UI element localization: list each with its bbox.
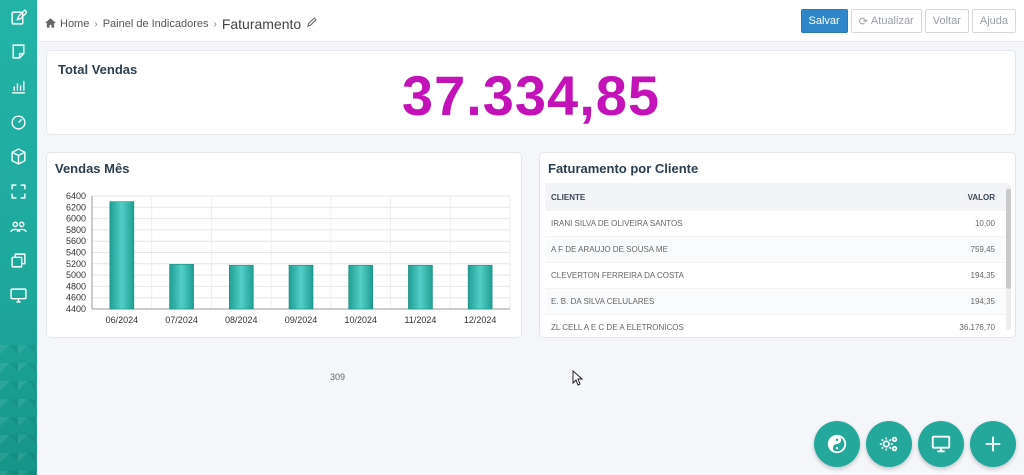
x-tick-label: 10/2024 (344, 315, 377, 325)
x-tick-label: 12/2024 (464, 315, 497, 325)
breadcrumb-painel[interactable]: Painel de Indicadores (102, 18, 209, 30)
monitor-icon[interactable] (10, 287, 27, 304)
revenue-table: CLIENTE VALOR IRANI SILVA DE OLIVEIRA SA… (545, 183, 1009, 341)
table-scrollbar[interactable] (1006, 185, 1011, 330)
cell-valor: 10,00 (974, 219, 995, 228)
breadcrumb-current: Faturamento (221, 16, 302, 32)
add-button[interactable] (970, 421, 1016, 467)
x-tick-label: 08/2024 (225, 315, 258, 325)
back-button[interactable]: Voltar (924, 9, 969, 33)
monitor-icon (931, 435, 951, 453)
column-header-cliente[interactable]: CLIENTE (551, 192, 586, 202)
breadcrumb: Home › Painel de Indicadores › Faturamen… (45, 16, 317, 32)
dashboard-icon[interactable] (10, 113, 27, 130)
total-sales-title: Total Vendas (58, 62, 138, 77)
chart-bar (109, 201, 135, 310)
cell-cliente: IRANI SILVA DE OLIVEIRA SANTOS (551, 219, 683, 228)
x-tick-label: 07/2024 (165, 315, 198, 325)
y-tick-label: 6000 (66, 214, 86, 224)
cell-cliente: A F DE ARAUJO DE SOUSA ME (551, 245, 668, 254)
revenue-by-client-title: Faturamento por Cliente (548, 161, 699, 176)
note-icon[interactable] (10, 43, 27, 60)
settings-gears-icon (879, 436, 898, 452)
refresh-icon: ⟳ (858, 15, 868, 28)
chart-bar (408, 264, 433, 310)
revenue-by-client-card: Faturamento por Cliente CLIENTE VALOR IR… (539, 152, 1016, 341)
layers-icon[interactable] (10, 252, 27, 269)
total-sales-card: Total Vendas 37.334,85 (46, 50, 1016, 135)
chevron-right-icon: › (213, 18, 217, 30)
x-tick-label: 11/2024 (404, 315, 436, 325)
cell-valor: 36.176,70 (959, 323, 995, 332)
table-row[interactable]: CLEVERTON FERREIRA DA COSTA 194,35 (545, 263, 1009, 289)
settings-button[interactable] (866, 421, 912, 467)
chart-bar (348, 264, 374, 310)
bar-chart-icon[interactable] (10, 78, 27, 95)
edit-icon[interactable] (10, 9, 28, 26)
plus-icon (985, 436, 1001, 452)
chart-bar (169, 264, 194, 310)
x-tick-label: 06/2024 (106, 315, 139, 325)
x-tick-label: 09/2024 (285, 315, 318, 325)
y-tick-label: 6400 (66, 191, 86, 201)
breadcrumb-home[interactable]: Home (60, 18, 90, 30)
cube-icon[interactable] (10, 148, 27, 165)
table-row[interactable]: E. B. DA SILVA CELULARES 194,35 (545, 289, 1009, 315)
top-bar: Home › Painel de Indicadores › Faturamen… (37, 0, 1024, 42)
table-row[interactable]: A F DE ARAUJO DE SOUSA ME 759,45 (545, 237, 1009, 263)
sidebar-pattern (0, 345, 37, 475)
y-tick-label: 5200 (66, 259, 86, 269)
chart-bar (467, 264, 493, 310)
y-tick-label: 4400 (66, 304, 86, 314)
mouse-cursor-icon (572, 369, 584, 391)
cell-valor: 194,35 (970, 297, 995, 306)
y-tick-label: 5000 (66, 270, 86, 280)
cell-cliente: ZL CELL A E C DE A ELETRONICOS (551, 323, 684, 332)
y-tick-label: 4600 (66, 293, 86, 303)
table-header: CLIENTE VALOR (545, 183, 1009, 211)
chart-bar (228, 264, 254, 310)
cell-valor: 194,35 (970, 271, 995, 280)
y-tick-label: 4800 (66, 281, 86, 291)
table-row[interactable]: IRANI SILVA DE OLIVEIRA SANTOS 10,00 (545, 211, 1009, 237)
y-tick-label: 6200 (66, 202, 86, 212)
footer-number: 309 (330, 372, 346, 382)
total-sales-value: 37.334,85 (401, 64, 661, 127)
save-button[interactable]: Salvar (800, 9, 848, 33)
monthly-sales-card: Vendas Mês 4400 4600 4800 5000 5200 5400 5600 5… (46, 152, 522, 338)
monthly-sales-title: Vendas Mês (55, 161, 130, 176)
sidebar (0, 0, 37, 475)
table-row[interactable]: ZL CELL A E C DE A ELETRONICOS 36.176,70 (545, 315, 1009, 341)
group-icon[interactable] (10, 218, 27, 235)
y-tick-label: 5400 (66, 248, 86, 258)
cell-valor: 759,45 (970, 245, 995, 254)
cell-cliente: CLEVERTON FERREIRA DA COSTA (551, 271, 684, 280)
table-body: IRANI SILVA DE OLIVEIRA SANTOS 10,00 A F… (545, 211, 1009, 341)
y-tick-label: 5600 (66, 236, 86, 246)
chart-bar (288, 264, 314, 310)
cell-cliente: E. B. DA SILVA CELULARES (551, 297, 655, 306)
monitor-button[interactable] (918, 421, 964, 467)
help-button[interactable]: Ajuda (971, 9, 1016, 33)
y-tick-label: 5800 (66, 225, 86, 235)
expand-icon[interactable] (10, 183, 27, 200)
refresh-button[interactable]: ⟳ Atualizar (850, 9, 922, 33)
yin-yang-button[interactable] (814, 421, 860, 467)
scrollbar-thumb[interactable] (1006, 189, 1011, 289)
chevron-right-icon: › (94, 18, 98, 30)
refresh-label: Atualizar (870, 15, 914, 27)
yin-yang-icon (827, 434, 847, 454)
toolbar: Salvar ⟳ Atualizar Voltar Ajuda (800, 9, 1016, 33)
home-icon[interactable] (45, 17, 56, 31)
column-header-valor[interactable]: VALOR (967, 192, 995, 202)
pencil-icon[interactable] (306, 17, 317, 31)
